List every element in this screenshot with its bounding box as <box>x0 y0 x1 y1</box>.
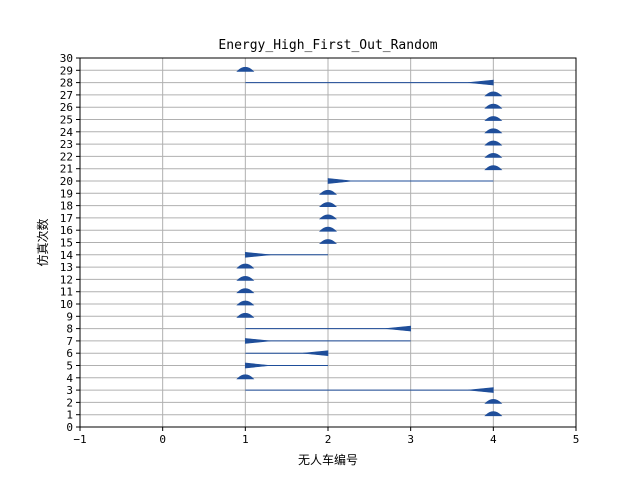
y-tick-label: 5 <box>66 360 73 373</box>
y-tick-label: 9 <box>66 310 73 323</box>
zero-arrow-marker <box>484 91 503 97</box>
y-tick-label: 28 <box>60 77 73 90</box>
arrow-head <box>327 178 354 184</box>
y-tick-label: 7 <box>66 335 73 348</box>
y-tick-label: 21 <box>60 163 73 176</box>
y-tick-label: 22 <box>60 150 73 163</box>
y-tick-label: 19 <box>60 187 73 200</box>
y-tick-label: 20 <box>60 175 73 188</box>
chart-title: Energy_High_First_Out_Random <box>218 38 437 53</box>
zero-arrow-marker <box>484 116 503 121</box>
zero-arrow-marker <box>484 399 503 404</box>
y-tick-label: 3 <box>66 384 73 397</box>
zero-arrow-marker <box>319 189 337 195</box>
y-tick-label: 15 <box>60 237 73 250</box>
zero-arrow-marker <box>236 276 255 281</box>
zero-arrow-marker <box>236 288 255 294</box>
zero-arrow-marker <box>484 411 503 417</box>
y-tick-label: 1 <box>66 409 73 422</box>
y-tick-label: 10 <box>60 298 73 311</box>
zero-arrow-marker <box>484 128 503 134</box>
zero-arrow-marker <box>236 300 255 306</box>
y-tick-label: 27 <box>60 89 73 102</box>
zero-arrow-marker <box>484 165 503 171</box>
zero-arrow-marker <box>484 153 503 158</box>
x-tick-label: 0 <box>159 433 166 446</box>
arrow-head <box>468 387 494 393</box>
zero-arrow-marker <box>319 214 337 220</box>
y-tick-label: 8 <box>66 323 73 336</box>
x-tick-label: 1 <box>242 433 249 446</box>
y-tick-label: 0 <box>66 421 73 434</box>
x-axis-label: 无人车编号 <box>298 452 358 467</box>
y-axis-label: 仿真次数 <box>35 218 50 266</box>
arrow-head <box>385 325 411 332</box>
y-tick-label: 14 <box>60 249 74 262</box>
x-tick-label: 4 <box>490 433 497 446</box>
x-tick-label: −1 <box>73 433 86 446</box>
zero-arrow-marker <box>236 66 255 72</box>
arrow-head <box>245 338 271 344</box>
y-tick-label: 4 <box>66 372 73 385</box>
y-tick-label: 18 <box>60 200 73 213</box>
arrow-head <box>302 350 329 357</box>
arrow-head <box>468 79 494 86</box>
y-tick-label: 2 <box>66 396 73 409</box>
y-tick-label: 6 <box>66 347 73 360</box>
zero-arrow-marker <box>484 140 503 146</box>
arrow-layer <box>236 66 503 417</box>
y-tick-label: 25 <box>60 114 73 127</box>
y-tick-label: 30 <box>60 52 73 65</box>
y-tick-label: 16 <box>60 224 73 237</box>
zero-arrow-marker <box>319 202 337 207</box>
x-tick-label: 3 <box>407 433 414 446</box>
x-tick-label: 5 <box>573 433 580 446</box>
arrow-head <box>245 251 271 258</box>
zero-arrow-marker <box>236 263 255 269</box>
y-tick-label: 29 <box>60 64 73 77</box>
y-tick-label: 24 <box>60 126 74 139</box>
zero-arrow-marker <box>236 312 255 318</box>
y-tick-label: 13 <box>60 261 73 274</box>
y-tick-label: 17 <box>60 212 73 225</box>
zero-arrow-marker <box>319 239 337 244</box>
zero-arrow-marker <box>236 374 255 380</box>
zero-arrow-marker <box>319 226 337 232</box>
zero-arrow-marker <box>484 103 503 109</box>
y-tick-label: 12 <box>60 273 73 286</box>
y-tick-label: 11 <box>60 286 73 299</box>
y-tick-label: 26 <box>60 101 73 114</box>
x-tick-label: 2 <box>325 433 332 446</box>
arrow-head <box>245 362 271 369</box>
y-axis-ticks: 0123456789101112131415161718192021222324… <box>60 52 80 434</box>
x-axis-ticks: −1 0 1 2 3 4 5 <box>73 427 579 446</box>
y-tick-label: 23 <box>60 138 73 151</box>
